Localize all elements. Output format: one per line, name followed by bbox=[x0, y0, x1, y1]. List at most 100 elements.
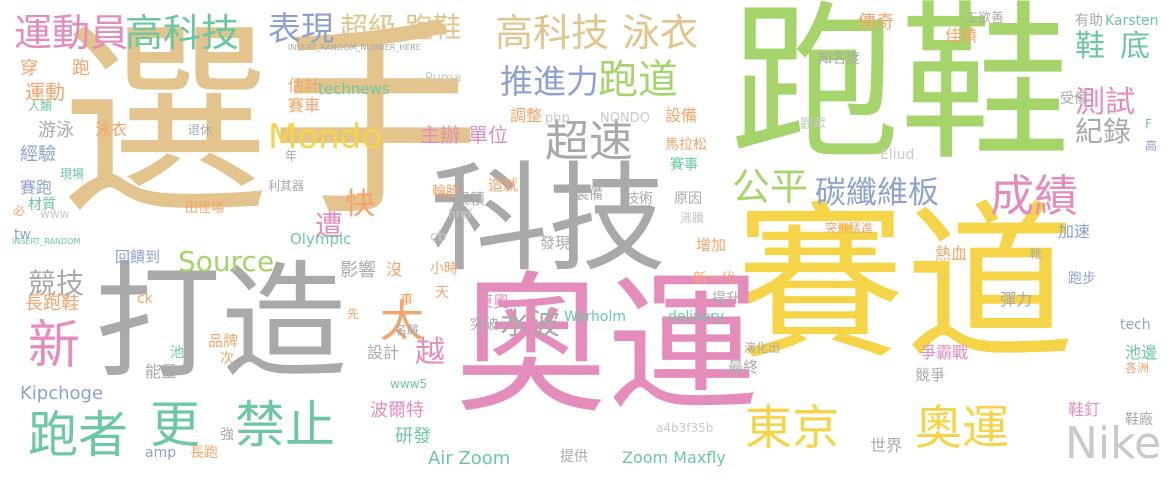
word-21: 跑道 bbox=[598, 57, 678, 103]
word-127: 鞋釘 bbox=[1068, 400, 1101, 419]
word-13: 傳奇 bbox=[858, 12, 894, 33]
word-7: 高科技 bbox=[125, 11, 240, 55]
word-24: 超速 bbox=[545, 116, 633, 167]
word-55: Puma bbox=[425, 71, 462, 86]
word-39: 遭 bbox=[315, 209, 344, 242]
word-78: 輪胎 bbox=[432, 184, 460, 200]
word-9: 超級 bbox=[340, 11, 397, 44]
word-52: 高 bbox=[1145, 139, 1158, 153]
word-70: 材質 bbox=[28, 197, 56, 213]
word-138: INSERT_RANDOM_NUMBER_HERE bbox=[288, 43, 421, 52]
word-72: www bbox=[40, 207, 70, 221]
word-50: 觀眾 bbox=[800, 117, 827, 132]
word-49: Eliud bbox=[880, 147, 915, 163]
word-135: Air Zoom bbox=[428, 448, 511, 469]
word-16: Karsten bbox=[1105, 13, 1159, 29]
word-29: Source bbox=[178, 245, 275, 278]
word-5: 打造 bbox=[95, 249, 347, 396]
word-99: 跑步 bbox=[1068, 271, 1096, 287]
word-54: 知名度 bbox=[818, 51, 860, 67]
word-31: 東京 bbox=[745, 401, 839, 456]
word-109: delivery bbox=[668, 309, 725, 325]
word-28: 成績 bbox=[990, 171, 1078, 222]
word-67: 游泳 bbox=[38, 120, 74, 141]
word-17: 佳績 bbox=[945, 26, 978, 45]
word-90: 突飛猛進 bbox=[825, 221, 874, 235]
word-42: 長跑鞋 bbox=[25, 293, 79, 314]
word-88: 發現 bbox=[540, 234, 571, 252]
word-103: 天 bbox=[435, 285, 449, 301]
word-59: 估計 bbox=[288, 76, 321, 95]
word-125: www5 bbox=[390, 377, 428, 391]
word-43: 主辦 bbox=[420, 123, 460, 147]
word-112: 名將 bbox=[395, 323, 420, 337]
word-61: 運動 bbox=[25, 80, 65, 104]
word-86: href bbox=[448, 207, 472, 221]
word-84: 沸騰 bbox=[680, 211, 705, 225]
word-14: 工欲善 bbox=[965, 11, 1005, 26]
word-117: 設計 bbox=[367, 343, 400, 362]
word-131: 強 bbox=[220, 427, 234, 443]
word-77: 田徑場 bbox=[185, 201, 225, 216]
word-23: Mondo bbox=[268, 117, 383, 157]
word-46: 設備 bbox=[665, 106, 698, 125]
word-126: 波爾特 bbox=[370, 400, 424, 421]
word-83: 原因 bbox=[674, 191, 702, 207]
word-8: 表現 bbox=[268, 9, 334, 48]
word-57: php bbox=[545, 111, 570, 126]
word-45: 調整 bbox=[510, 106, 543, 125]
word-123: 各洲 bbox=[1125, 361, 1150, 375]
word-19: 底 bbox=[1120, 29, 1150, 64]
word-44: 單位 bbox=[468, 123, 508, 147]
word-15: 有助 bbox=[1075, 13, 1103, 29]
word-53: F bbox=[1145, 117, 1152, 131]
word-82: 技術 bbox=[625, 191, 653, 207]
word-51: 受傷 bbox=[1060, 91, 1088, 107]
word-79: 造就 bbox=[488, 176, 519, 194]
word-58: technews bbox=[318, 80, 390, 98]
word-20: 推進力 bbox=[500, 62, 599, 101]
word-34: 新 bbox=[28, 316, 81, 376]
word-104: 東奧 bbox=[477, 292, 510, 311]
word-33: Nike bbox=[1065, 418, 1162, 469]
word-35: 跑者 bbox=[28, 406, 128, 464]
word-85: Olympic bbox=[290, 230, 352, 248]
word-111: 先 bbox=[347, 307, 360, 321]
word-27: 碳纖維板 bbox=[815, 175, 939, 211]
word-120: 爭霸戰 bbox=[920, 343, 969, 362]
word-132: 世界 bbox=[870, 436, 903, 455]
word-25: 紀錄 bbox=[1075, 115, 1132, 148]
word-22: 測試 bbox=[1075, 85, 1135, 120]
word-139: INSERT_RANDOM bbox=[12, 237, 81, 246]
word-60: 賽車 bbox=[288, 96, 321, 115]
word-36: 更 bbox=[150, 396, 200, 454]
word-12: 泳衣 bbox=[622, 11, 699, 55]
word-121: 競爭 bbox=[915, 366, 946, 384]
word-124: Kipchoge bbox=[20, 383, 104, 404]
word-108: Warholm bbox=[564, 309, 627, 325]
word-47: 馬拉松 bbox=[665, 137, 707, 153]
word-136: 提供 bbox=[560, 449, 588, 465]
word-81: 裝備 bbox=[575, 187, 603, 203]
word-116: 能量 bbox=[145, 362, 178, 381]
word-40: 越 bbox=[415, 335, 445, 370]
word-106: 提升 bbox=[712, 291, 740, 307]
word-71: 現場 bbox=[60, 167, 85, 181]
word-69: 賽跑 bbox=[20, 178, 53, 197]
word-63: 跑 bbox=[72, 58, 90, 79]
word-65: 泳衣 bbox=[95, 120, 128, 139]
word-118: 最終 bbox=[728, 358, 759, 376]
word-68: 經驗 bbox=[20, 144, 56, 165]
word-95: 影響 bbox=[340, 260, 376, 281]
word-96: 沒 bbox=[386, 260, 403, 279]
word-4: 科技 bbox=[430, 150, 667, 288]
word-98: 新一代 bbox=[693, 271, 735, 287]
word-137: Zoom Maxfly bbox=[622, 448, 726, 467]
word-133: amp bbox=[145, 445, 177, 461]
word-92: 加速 bbox=[1058, 222, 1091, 241]
word-56: NONDO bbox=[600, 111, 650, 126]
word-122: 池邊 bbox=[1125, 343, 1158, 362]
word-91: 熱血 bbox=[935, 244, 968, 263]
word-102: 事 bbox=[400, 293, 414, 308]
